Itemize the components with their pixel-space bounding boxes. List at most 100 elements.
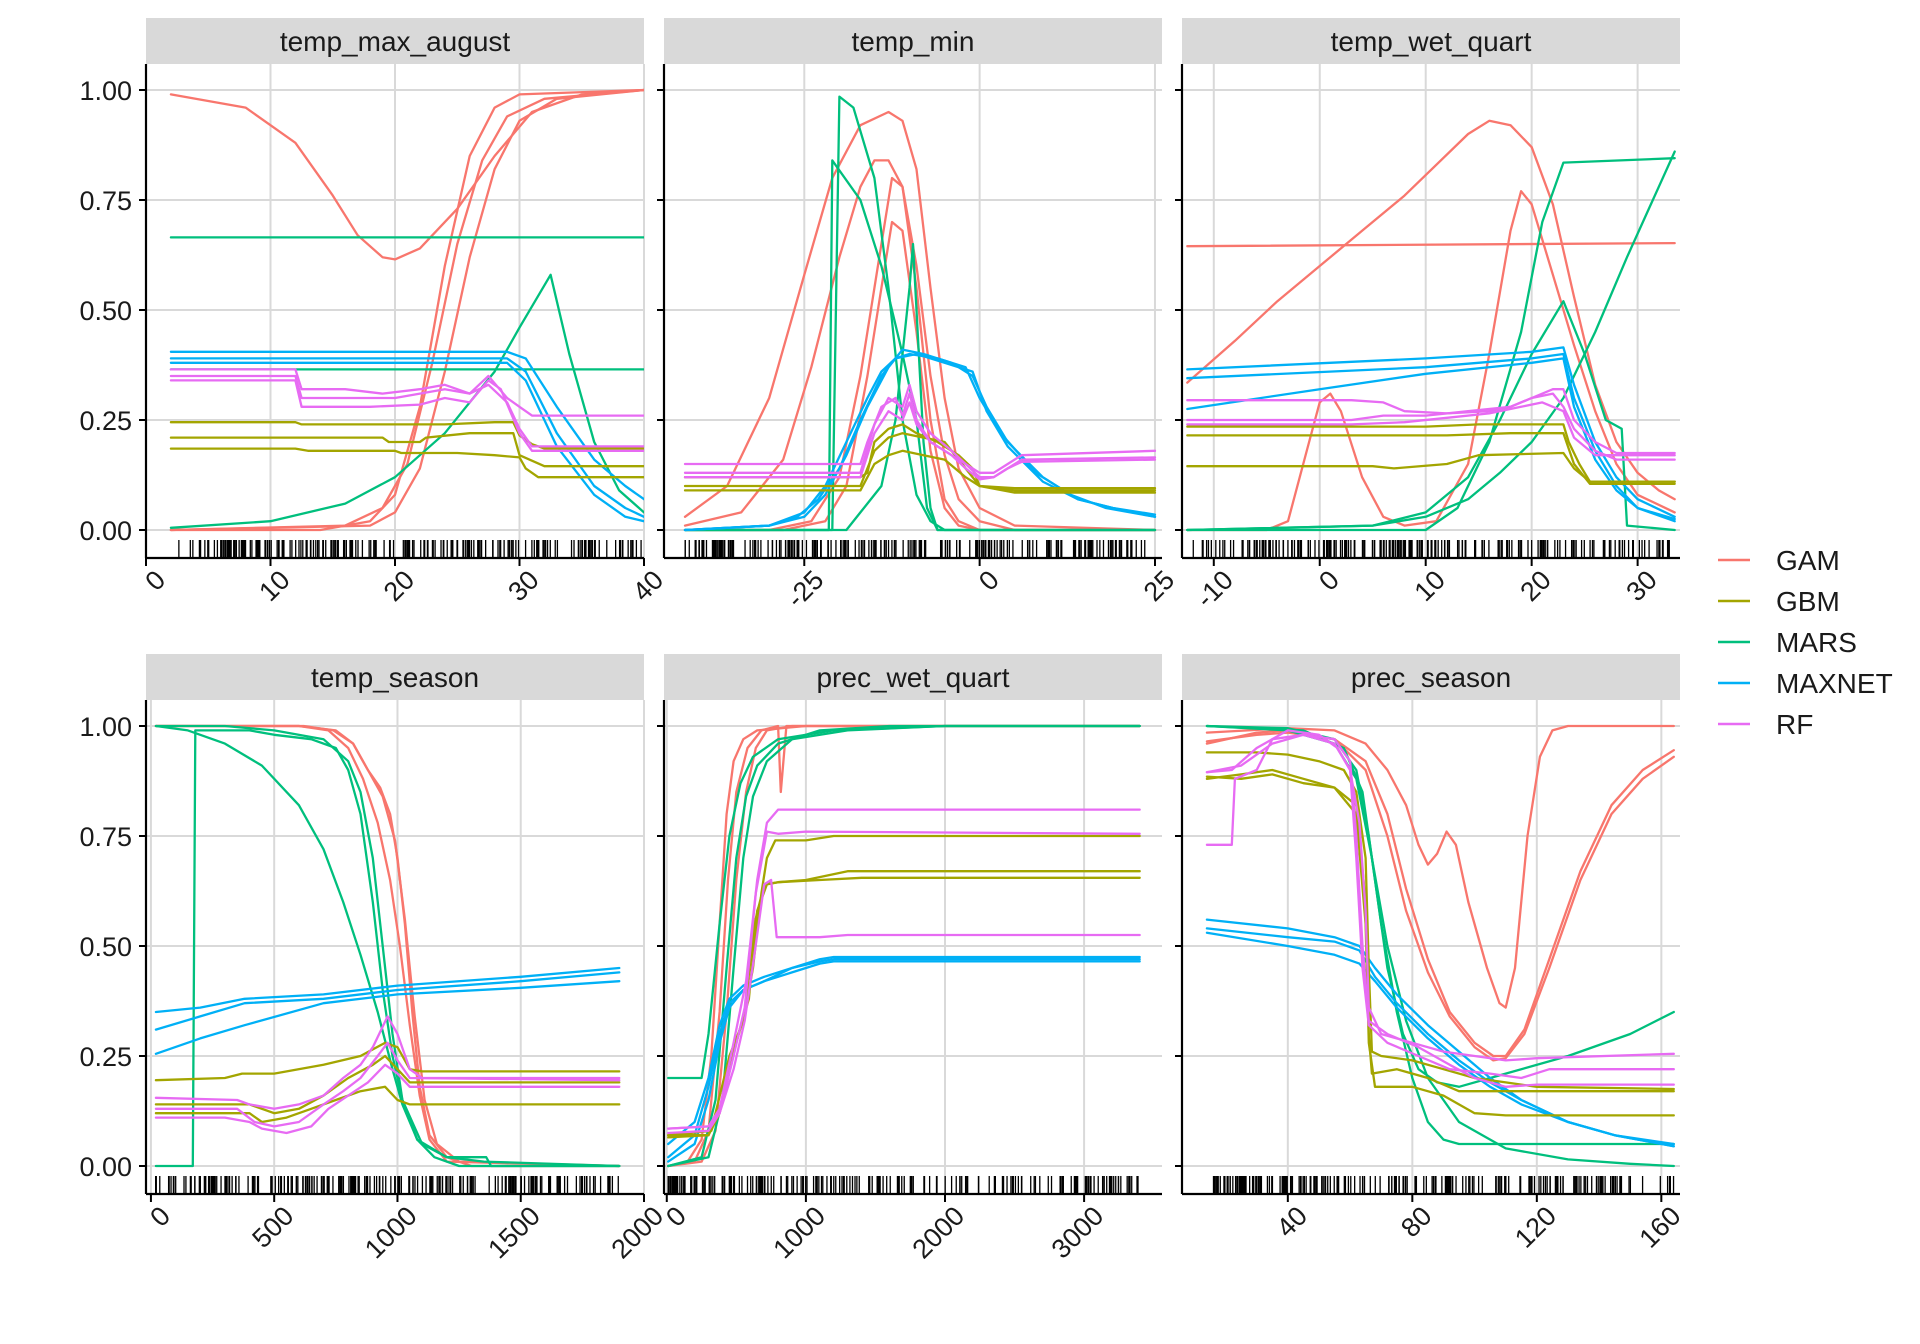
facet-strip: [1182, 18, 1680, 64]
series-line-maxnet: [154, 971, 621, 1031]
legend-label: MAXNET: [1776, 668, 1893, 699]
series-line-gbm: [1186, 451, 1676, 483]
series-line-rf: [683, 401, 1157, 481]
y-tick-label: 1.00: [79, 76, 132, 106]
series-line-rf: [169, 368, 644, 417]
legend: GAM GBM MARS MAXNET RF: [1718, 545, 1893, 740]
legend-item-maxnet: MAXNET: [1718, 668, 1893, 699]
legend-item-rf: RF: [1718, 709, 1813, 740]
series-group: [1186, 119, 1676, 532]
facet-strip: [1182, 654, 1680, 700]
panel-temp_wet_quart: temp_wet_quart-10 0 10 20 30: [1175, 18, 1680, 613]
rug: [1212, 1176, 1675, 1194]
series-group: [667, 724, 1141, 1168]
series-line-gam: [154, 724, 621, 1168]
series-line-gbm: [154, 1054, 621, 1115]
series-line-mars: [154, 724, 621, 1168]
legend-item-mars: MARS: [1718, 627, 1857, 658]
y-tick-label: 0.25: [79, 1042, 132, 1072]
facet-strip-label: temp_wet_quart: [1331, 26, 1532, 57]
legend-item-gam: GAM: [1718, 545, 1840, 576]
series-line-rf: [667, 830, 1141, 1135]
series-line-maxnet: [1186, 346, 1676, 518]
rug: [1192, 540, 1670, 558]
rug: [155, 1176, 619, 1194]
series-line-maxnet: [169, 350, 644, 501]
y-tick-label: 0.50: [79, 932, 132, 962]
series-line-maxnet: [154, 980, 621, 1055]
y-tick-label: 0.75: [79, 186, 132, 216]
facet-strip-label: temp_season: [311, 662, 479, 693]
legend-label: MARS: [1776, 627, 1857, 658]
legend-label: RF: [1776, 709, 1813, 740]
facet-strip: [664, 18, 1162, 64]
facet-strip: [146, 654, 644, 700]
series-line-gam: [683, 159, 1157, 532]
series-line-gam: [1186, 119, 1676, 501]
series-line-rf: [1205, 729, 1675, 1080]
series-line-gam: [683, 110, 1157, 532]
rug: [667, 1176, 1139, 1194]
series-line-mars: [154, 724, 621, 1168]
legend-label: GBM: [1776, 586, 1840, 617]
series-line-rf: [154, 1063, 621, 1135]
series-line-maxnet: [667, 958, 1141, 1146]
series-line-gam: [667, 724, 1141, 1168]
series-line-rf: [169, 374, 644, 448]
series-line-gam: [169, 88, 644, 532]
series-line-maxnet: [154, 966, 621, 1014]
y-tick-label: 0.50: [79, 296, 132, 326]
panel-temp_min: temp_min-25 0 25: [657, 18, 1180, 613]
y-tick-label: 0.00: [79, 1152, 132, 1182]
series-group: [683, 95, 1157, 532]
y-tick-label: 0.75: [79, 822, 132, 852]
facet-strip: [664, 654, 1162, 700]
series-line-rf: [1205, 733, 1675, 1062]
series-line-mars: [1186, 150, 1676, 532]
series-group: [154, 724, 621, 1168]
series-line-rf: [154, 1015, 621, 1110]
legend-label: GAM: [1776, 545, 1840, 576]
legend-item-gbm: GBM: [1718, 586, 1840, 617]
series-line-gbm: [683, 449, 1157, 494]
series-line-gbm: [169, 447, 644, 479]
rug: [684, 540, 1146, 558]
series-line-rf: [1186, 392, 1676, 461]
series-line-gam: [683, 176, 1157, 532]
facet-strip-label: prec_wet_quart: [816, 662, 1009, 693]
series-group: [169, 88, 644, 532]
series-group: [1205, 724, 1675, 1168]
series-line-maxnet: [683, 348, 1157, 532]
series-line-gbm: [169, 432, 644, 468]
series-line-maxnet: [169, 357, 644, 518]
series-line-mars: [1186, 300, 1676, 532]
series-line-rf: [154, 1041, 621, 1128]
series-line-mars: [1186, 157, 1676, 532]
series-line-gam: [1205, 724, 1675, 1009]
series-line-rf: [667, 878, 1141, 1130]
series-line-gam: [1186, 241, 1676, 248]
facet-strip: [146, 18, 644, 64]
y-tick-label: 1.00: [79, 712, 132, 742]
series-line-gbm: [154, 1041, 621, 1082]
series-line-maxnet: [1205, 931, 1675, 1146]
y-tick-label: 0.25: [79, 406, 132, 436]
series-line-mars: [683, 242, 1157, 532]
series-line-gam: [169, 88, 644, 532]
series-line-rf: [1205, 733, 1675, 1088]
rug: [178, 540, 642, 558]
series-line-gam: [1186, 190, 1676, 532]
series-line-gbm: [154, 1085, 621, 1124]
series-line-mars: [667, 724, 1141, 1168]
series-line-gam: [169, 88, 644, 261]
series-line-rf: [1186, 401, 1676, 457]
facet-strip-label: temp_max_august: [280, 26, 511, 57]
facet-strip-label: prec_season: [1351, 662, 1511, 693]
y-tick-label: 0.00: [79, 516, 132, 546]
facet-strip-label: temp_min: [852, 26, 975, 57]
